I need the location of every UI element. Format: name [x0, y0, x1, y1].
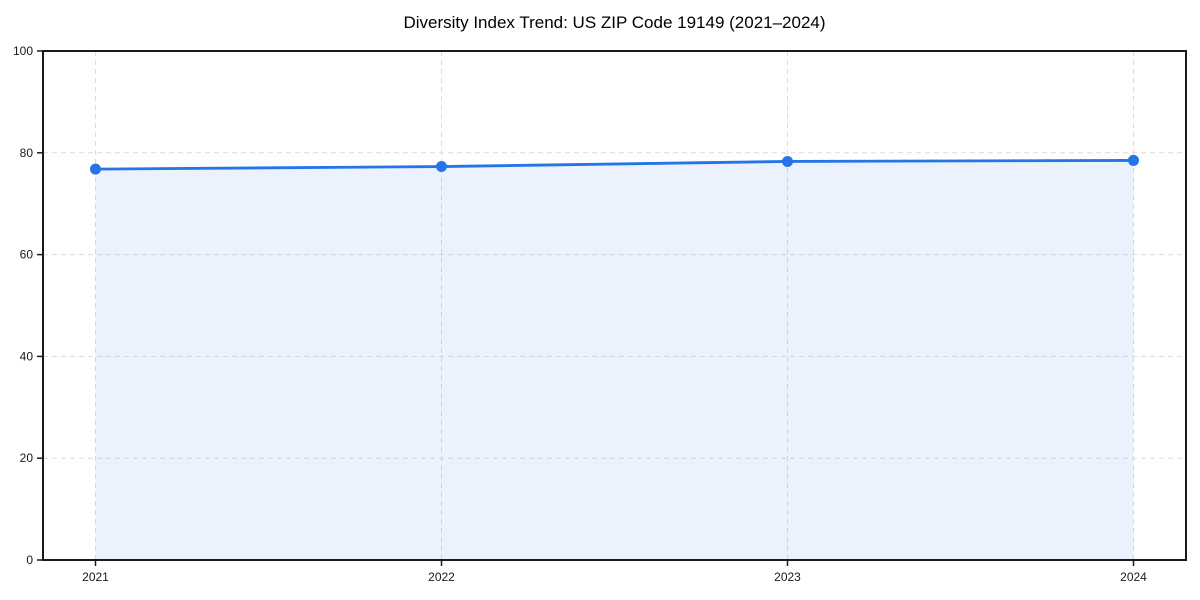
area-fill: [95, 160, 1134, 560]
y-tick-label: 100: [13, 44, 33, 58]
plot-border: [42, 50, 1187, 561]
y-tick-label: 40: [20, 349, 34, 363]
chart-title: Diversity Index Trend: US ZIP Code 19149…: [403, 13, 826, 32]
y-tick-label: 60: [20, 248, 34, 262]
x-tick-label: 2022: [428, 570, 455, 584]
data-point: [436, 161, 447, 173]
x-tick-label: 2023: [774, 570, 801, 584]
data-point: [782, 155, 793, 167]
trend-line: [94, 159, 1135, 171]
y-tick-label: 80: [20, 146, 34, 160]
data-point: [1128, 154, 1139, 166]
x-tick-label: 2021: [82, 570, 109, 584]
data-point: [90, 163, 101, 175]
x-tick-label: 2024: [1120, 570, 1147, 584]
y-tick-label: 20: [20, 451, 34, 465]
y-tick-label: 0: [26, 553, 33, 567]
